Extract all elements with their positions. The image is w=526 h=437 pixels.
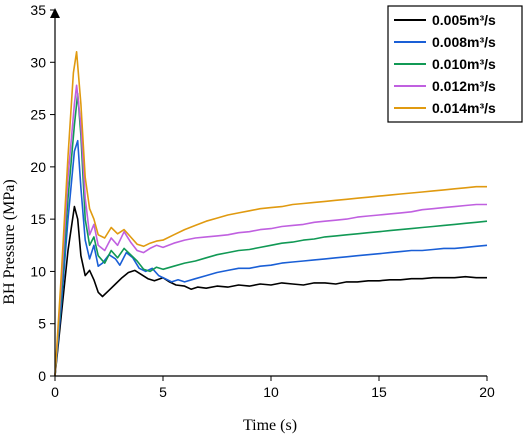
x-axis-title: Time (s): [243, 417, 297, 434]
legend-label: 0.005m³/s: [432, 12, 496, 28]
series-line-3: [54, 92, 488, 377]
x-tick-label: 0: [51, 384, 59, 400]
y-tick-label: 0: [38, 368, 46, 384]
y-tick-label: 25: [30, 107, 46, 123]
series-line-5: [54, 51, 487, 377]
series-lines: [54, 51, 488, 377]
legend: 0.005m³/s 0.008m³/s 0.010m³/s 0.012m³/s 0.01…: [387, 5, 523, 123]
y-tick-label: 5: [38, 316, 46, 332]
legend-label: 0.014m³/s: [432, 100, 496, 116]
y-tick-label: 30: [30, 54, 46, 70]
x-tick-label: 15: [371, 384, 387, 400]
series-line-2: [54, 139, 488, 377]
y-tick-label: 15: [30, 211, 46, 227]
legend-label: 0.012m³/s: [432, 78, 496, 94]
y-tick-label: 10: [30, 263, 46, 279]
y-axis-title: BH Pressure (MPa): [1, 179, 18, 304]
tick-labels: 0 5 10 15 20 0 5 10 15 20 25 30 35: [30, 2, 495, 400]
legend-label: 0.010m³/s: [432, 56, 496, 72]
series-line-1: [54, 205, 487, 377]
axes: [50, 8, 488, 381]
legend-label: 0.008m³/s: [432, 34, 496, 50]
x-tick-label: 5: [159, 384, 167, 400]
series-line-4: [54, 84, 487, 377]
y-axis-arrow: [50, 8, 60, 18]
x-tick-label: 20: [479, 384, 495, 400]
y-tick-label: 35: [30, 2, 46, 18]
y-tick-label: 20: [30, 159, 46, 175]
x-tick-label: 10: [263, 384, 279, 400]
